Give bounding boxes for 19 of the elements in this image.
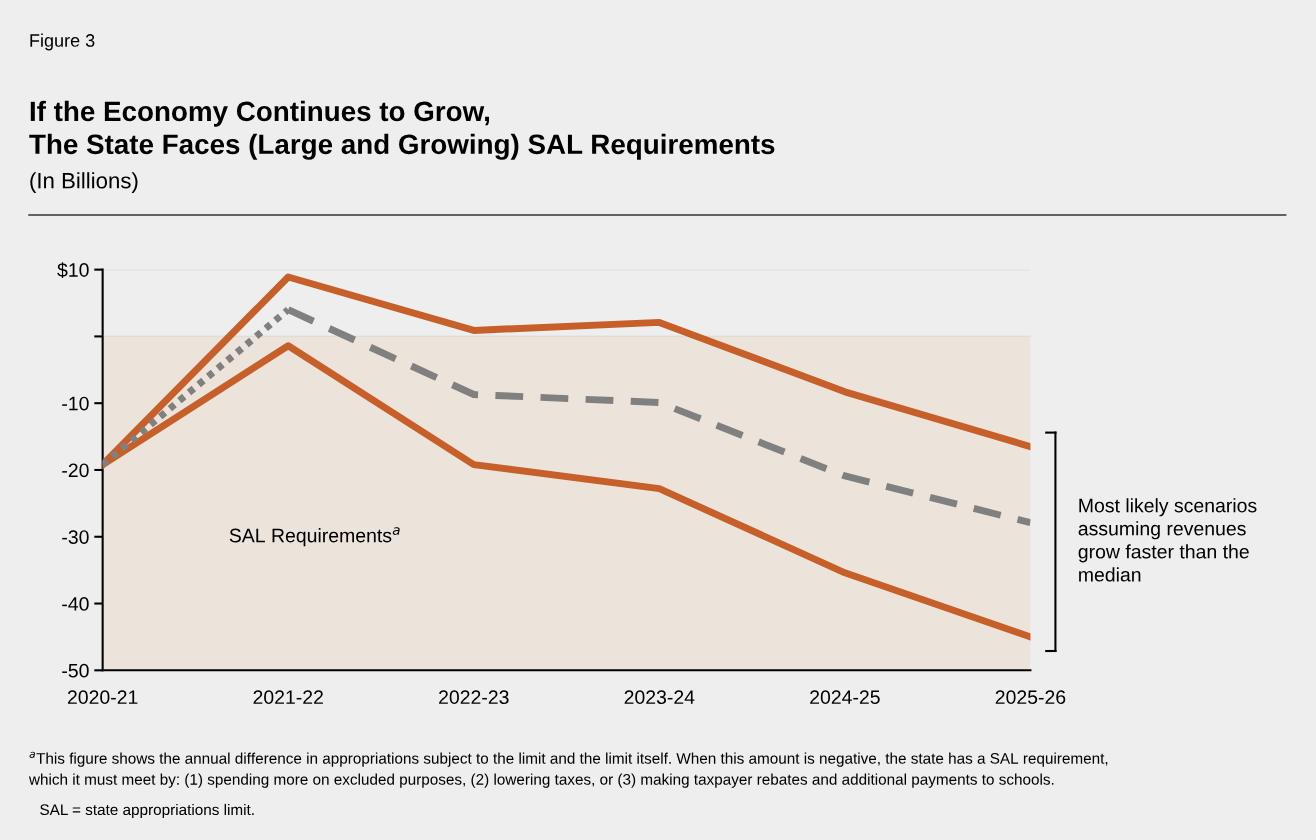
text: SAL = state appropriations limit. <box>40 803 254 819</box>
y-tick-label: -30 <box>62 530 89 544</box>
band-label: SAL Requirements$^{a}$ <box>229 527 400 547</box>
x-tick-label: 2021-22 <box>253 690 323 705</box>
y-tick-label: -20 <box>62 463 89 478</box>
x-tick-label: 2023-24 <box>624 690 695 705</box>
text: $^{a}$This figure shows the annual difference in appropriations subject to the limit and the limit itself. When this amount is negative, the state has a SAL requirement, which it must meet by: (1) spending more on excluded purposes, (2) lowering taxes, or (3) making taxpayer rebates and additional payments to schools. <box>28 751 1108 788</box>
caption: Figure 3 <box>30 33 95 51</box>
y-tick-label: -50 <box>62 663 89 678</box>
chart-title: If the Economy Continues to Grow, The State Faces (Large and Growing) SAL Requirements <box>29 100 775 160</box>
x-tick-label: 2020-21 <box>67 690 138 705</box>
x-tick-label: 2022-23 <box>439 690 509 705</box>
y-tick-label: -10 <box>62 396 89 411</box>
x-tick-label: 2025-26 <box>995 690 1066 705</box>
chart-subtitle: (In Billions) <box>30 172 138 193</box>
text: Most likely scenarios assuming revenues grow faster than the median <box>1078 498 1257 582</box>
y-tick-label: $10 <box>57 262 89 279</box>
y-tick-label: -40 <box>62 597 89 611</box>
x-tick-label: 2024-25 <box>810 690 880 705</box>
